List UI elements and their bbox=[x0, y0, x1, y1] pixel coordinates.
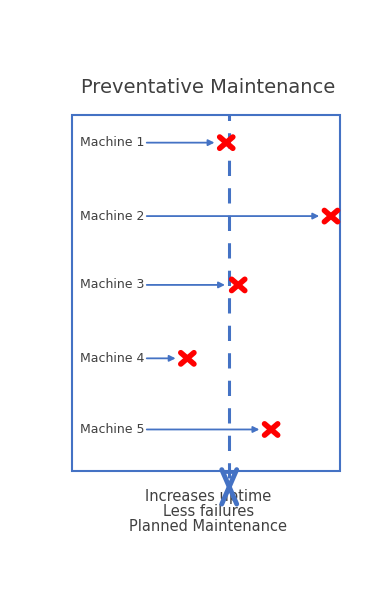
Text: Less failures: Less failures bbox=[163, 504, 254, 519]
FancyBboxPatch shape bbox=[72, 115, 340, 471]
Text: Machine 3: Machine 3 bbox=[80, 278, 144, 291]
Text: Machine 1: Machine 1 bbox=[80, 136, 144, 149]
Text: Planned Maintenance: Planned Maintenance bbox=[129, 519, 287, 534]
Text: Machine 4: Machine 4 bbox=[80, 352, 144, 365]
Text: Preventative Maintenance: Preventative Maintenance bbox=[81, 78, 335, 97]
Text: Increases uptime: Increases uptime bbox=[145, 489, 271, 504]
Text: Machine 5: Machine 5 bbox=[80, 423, 144, 436]
Text: Machine 2: Machine 2 bbox=[80, 210, 144, 222]
